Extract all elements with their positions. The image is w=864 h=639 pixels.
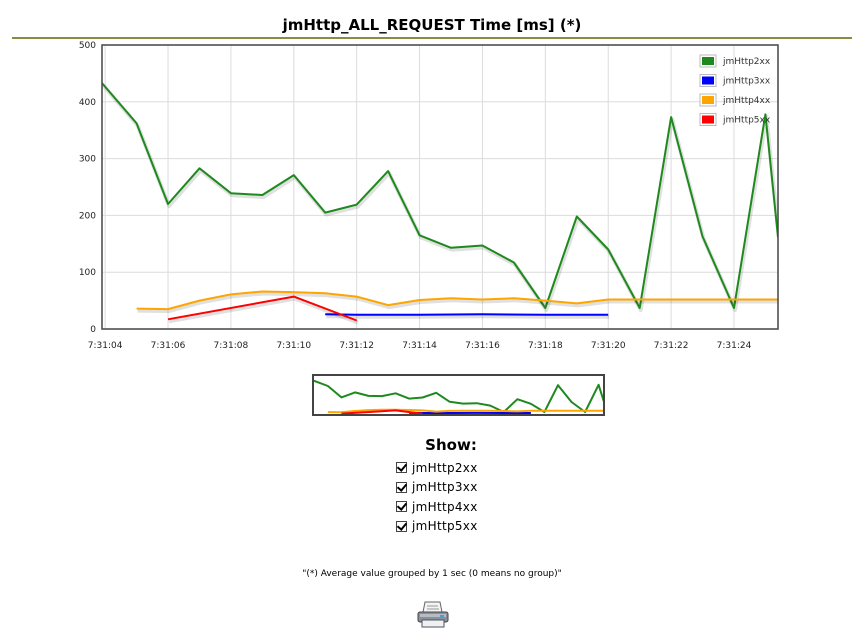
x-tick-label: 7:31:22 xyxy=(654,341,689,351)
legend: jmHttp2xx jmHttp3xx jmHttp4xx jmHttp5xx xyxy=(699,54,771,126)
jmhttp3xx-checkbox[interactable] xyxy=(396,481,407,493)
jmhttp4xx-overview-line xyxy=(327,408,604,414)
printer-icon[interactable] xyxy=(416,600,450,630)
jmhttp5xx-overview-line xyxy=(341,409,423,415)
series-layer xyxy=(102,82,778,325)
jmhttp3xx-line xyxy=(325,313,609,316)
toggle-row-jmhttp4xx[interactable]: jmHttp4xx xyxy=(395,497,515,517)
x-tick-label: 7:31:16 xyxy=(465,341,500,351)
jmhttp4xx-legend-label: jmHttp4xx xyxy=(722,96,771,106)
overview-frame xyxy=(312,374,605,416)
toggle-row-jmhttp3xx[interactable]: jmHttp3xx xyxy=(395,478,515,498)
x-tick-label: 7:31:20 xyxy=(591,341,626,351)
overview-chart[interactable] xyxy=(312,374,606,418)
overview-background xyxy=(313,375,604,415)
x-tick-label: 7:31:08 xyxy=(214,341,249,351)
y-tick-label: 100 xyxy=(79,268,96,278)
series-toggle-panel: Show: jmHttp2xx jmHttp3xx jmHttp4xx jmHt… xyxy=(395,436,515,536)
jmhttp4xx-label: jmHttp4xx xyxy=(412,499,478,514)
jmhttp3xx-shadow xyxy=(326,314,610,319)
y-tick-label: 200 xyxy=(79,211,96,221)
jmhttp5xx-legend-swatch xyxy=(702,115,714,124)
toggle-row-jmhttp5xx[interactable]: jmHttp5xx xyxy=(395,517,515,537)
jmhttp4xx-legend-swatch xyxy=(702,96,714,104)
y-tick-label: 500 xyxy=(79,41,96,51)
jmhttp5xx-checkbox[interactable] xyxy=(396,520,407,532)
title-divider xyxy=(12,37,852,39)
y-tick-label: 400 xyxy=(79,98,96,108)
y-tick-label: 300 xyxy=(79,155,96,165)
jmhttp5xx-legend-label: jmHttp5xx xyxy=(722,116,771,126)
main-chart[interactable]: 0 100 200 300 400 500 7:31:04 7:31:06 7:31:08 7:3… xyxy=(0,38,864,368)
jmhttp3xx-label: jmHttp3xx xyxy=(412,480,478,495)
x-tick-label: 7:31:18 xyxy=(528,341,563,351)
jmhttp2xx-legend-swatch xyxy=(702,57,714,65)
jmhttp4xx-line xyxy=(136,290,778,311)
toggle-row-jmhttp2xx[interactable]: jmHttp2xx xyxy=(395,458,515,478)
jmhttp3xx-legend-label: jmHttp3xx xyxy=(722,77,771,87)
chart-title: jmHttp_ALL_REQUEST Time [ms] (*) xyxy=(282,16,582,34)
x-tick-label: 7:31:24 xyxy=(717,341,752,351)
jmhttp2xx-legend-label: jmHttp2xx xyxy=(722,57,771,67)
jmhttp4xx-shadow xyxy=(137,291,778,314)
jmhttp2xx-overview-line xyxy=(312,379,605,413)
plot-background xyxy=(102,45,778,329)
jmhttp3xx-legend-swatch xyxy=(702,76,714,85)
jmhttp5xx-line xyxy=(167,295,358,322)
x-tick-label: 7:31:12 xyxy=(339,341,374,351)
jmhttp5xx-shadow xyxy=(168,296,359,325)
x-tick-label: 7:31:10 xyxy=(276,341,311,351)
jmhttp2xx-label: jmHttp2xx xyxy=(412,460,478,475)
overview-series-layer xyxy=(312,379,605,415)
x-tick-label: 7:31:14 xyxy=(402,341,437,351)
x-tick-label: 7:31:04 xyxy=(88,341,123,351)
footnote: "(*) Average value grouped by 1 sec (0 m… xyxy=(302,569,562,579)
jmhttp4xx-checkbox[interactable] xyxy=(396,501,407,513)
jmhttp5xx-label: jmHttp5xx xyxy=(412,519,478,534)
x-tick-label: 7:31:06 xyxy=(151,341,186,351)
plot-frame xyxy=(101,44,779,330)
jmhttp2xx-line xyxy=(102,82,778,309)
y-tick-label: 0 xyxy=(90,325,96,335)
show-heading: Show: xyxy=(425,436,477,454)
jmhttp2xx-checkbox[interactable] xyxy=(396,462,407,474)
